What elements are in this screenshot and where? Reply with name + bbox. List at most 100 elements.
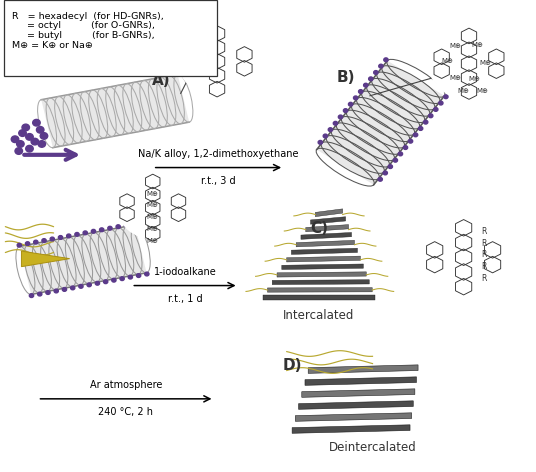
Circle shape — [384, 58, 388, 62]
Text: R: R — [481, 274, 487, 283]
Circle shape — [33, 119, 40, 126]
Text: M⊕: M⊕ — [468, 76, 480, 82]
Circle shape — [46, 291, 50, 295]
Circle shape — [348, 102, 353, 106]
Circle shape — [379, 64, 383, 68]
Circle shape — [178, 27, 256, 95]
Circle shape — [11, 136, 19, 143]
Text: r.t., 3 d: r.t., 3 d — [201, 176, 236, 186]
Text: R: R — [481, 238, 487, 248]
Circle shape — [434, 108, 438, 111]
Circle shape — [22, 124, 29, 131]
Circle shape — [393, 159, 398, 162]
Text: Ar atmosphere: Ar atmosphere — [90, 380, 162, 390]
Circle shape — [378, 177, 382, 181]
Circle shape — [34, 240, 38, 244]
Circle shape — [429, 114, 433, 118]
Circle shape — [369, 77, 373, 81]
Circle shape — [79, 285, 83, 288]
Text: M⊕: M⊕ — [450, 43, 461, 49]
Circle shape — [87, 283, 91, 287]
Circle shape — [116, 225, 121, 228]
Circle shape — [383, 171, 388, 175]
Circle shape — [36, 126, 44, 133]
Circle shape — [124, 223, 129, 227]
Circle shape — [103, 280, 108, 284]
Circle shape — [111, 278, 116, 282]
Circle shape — [354, 96, 358, 100]
Circle shape — [71, 286, 75, 290]
Text: Deintercalated: Deintercalated — [329, 441, 416, 455]
Polygon shape — [263, 295, 375, 300]
Circle shape — [318, 141, 323, 144]
Text: C): C) — [310, 221, 328, 236]
Circle shape — [429, 28, 509, 99]
Circle shape — [128, 275, 132, 279]
Polygon shape — [292, 248, 358, 254]
Circle shape — [58, 236, 63, 239]
Text: M⊕: M⊕ — [147, 226, 159, 232]
Text: M⊕: M⊕ — [147, 202, 159, 208]
Circle shape — [120, 277, 124, 280]
Circle shape — [132, 222, 137, 226]
Circle shape — [38, 292, 42, 296]
Polygon shape — [308, 365, 418, 373]
Circle shape — [423, 120, 428, 124]
Circle shape — [100, 228, 104, 232]
Polygon shape — [301, 233, 352, 239]
Text: A): A) — [152, 73, 170, 88]
Text: R: R — [481, 250, 487, 260]
Circle shape — [50, 237, 55, 241]
Text: 1-iodoalkane: 1-iodoalkane — [153, 267, 217, 277]
Text: M⊕ = K⊕ or Na⊕: M⊕ = K⊕ or Na⊕ — [12, 41, 93, 50]
Circle shape — [328, 128, 332, 132]
Polygon shape — [272, 280, 369, 285]
Text: M⊕: M⊕ — [147, 238, 159, 244]
Text: M⊕: M⊕ — [147, 191, 159, 196]
FancyBboxPatch shape — [4, 0, 217, 76]
Circle shape — [62, 287, 66, 291]
Circle shape — [398, 152, 403, 156]
Circle shape — [403, 146, 407, 150]
Polygon shape — [20, 225, 146, 295]
Polygon shape — [305, 377, 416, 385]
Text: M⊕: M⊕ — [442, 59, 453, 64]
Text: M⊕: M⊕ — [458, 88, 470, 94]
Circle shape — [54, 289, 58, 293]
Circle shape — [413, 133, 418, 137]
Polygon shape — [306, 225, 348, 232]
Circle shape — [408, 139, 413, 143]
Circle shape — [29, 294, 34, 297]
Polygon shape — [21, 251, 70, 267]
Polygon shape — [41, 74, 189, 148]
Circle shape — [95, 281, 100, 285]
Text: = butyl          (for B-GNRs),: = butyl (for B-GNRs), — [12, 31, 154, 40]
Circle shape — [344, 109, 348, 112]
Circle shape — [137, 274, 141, 278]
Polygon shape — [302, 389, 415, 397]
Polygon shape — [287, 256, 360, 262]
Text: = octyl          (for O-GNRs),: = octyl (for O-GNRs), — [12, 21, 155, 30]
Text: M⊕: M⊕ — [471, 42, 483, 48]
Text: R   = hexadecyl  (for HD-GNRs),: R = hexadecyl (for HD-GNRs), — [12, 12, 163, 21]
Polygon shape — [292, 425, 410, 433]
Text: M⊕: M⊕ — [450, 75, 461, 81]
Text: Intercalated: Intercalated — [283, 309, 355, 322]
Polygon shape — [282, 264, 363, 270]
Circle shape — [419, 126, 423, 130]
Circle shape — [118, 177, 188, 238]
Circle shape — [444, 95, 448, 99]
Circle shape — [38, 141, 46, 147]
Circle shape — [66, 234, 71, 238]
Text: R: R — [481, 227, 487, 236]
Text: Na/K alloy, 1,2-dimethoxyethane: Na/K alloy, 1,2-dimethoxyethane — [138, 149, 299, 159]
Polygon shape — [299, 401, 413, 409]
Circle shape — [25, 242, 29, 245]
Circle shape — [19, 130, 26, 136]
Circle shape — [438, 101, 443, 105]
Polygon shape — [310, 217, 346, 224]
Circle shape — [17, 141, 24, 147]
Circle shape — [323, 134, 327, 138]
Circle shape — [108, 227, 112, 230]
Polygon shape — [317, 61, 444, 185]
